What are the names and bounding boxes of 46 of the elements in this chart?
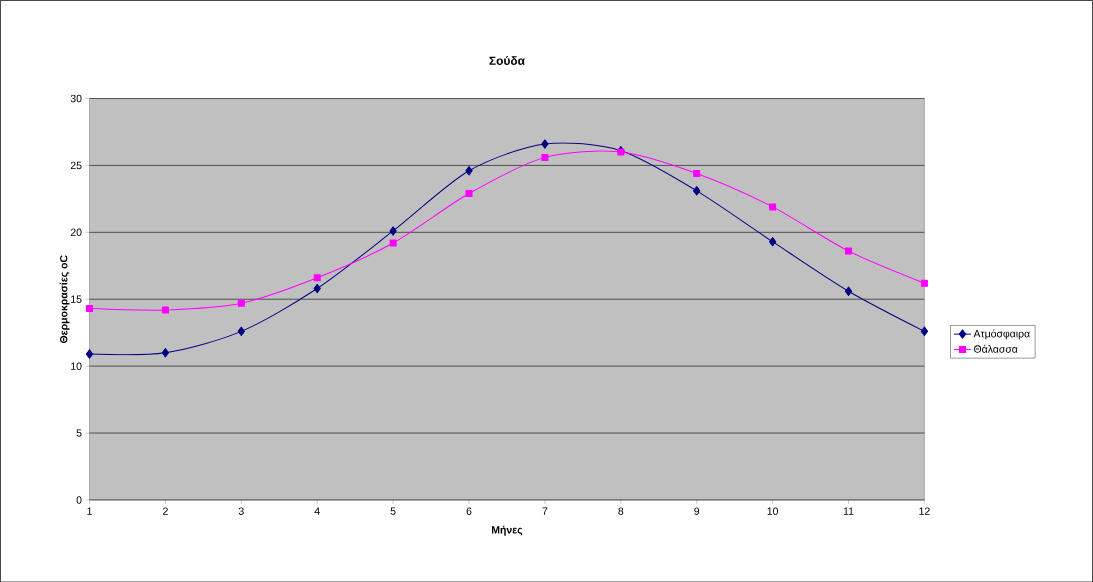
point xyxy=(541,153,549,161)
point xyxy=(85,304,93,312)
point xyxy=(769,203,777,211)
y-tick-label: 15 xyxy=(71,295,82,303)
point xyxy=(845,247,853,255)
x-tick-label: 10 xyxy=(767,507,779,515)
point xyxy=(313,283,321,294)
point xyxy=(693,185,701,196)
point xyxy=(465,189,473,197)
point xyxy=(389,226,397,236)
x-tick-label: 2 xyxy=(163,507,168,515)
point xyxy=(920,326,929,336)
y-tick-label: 5 xyxy=(76,429,82,437)
y-axis-title: Θερμοκρασίες oC xyxy=(59,255,70,343)
x-tick-label: 4 xyxy=(314,507,320,515)
point xyxy=(85,349,94,359)
point xyxy=(237,299,245,307)
x-tick-label: 6 xyxy=(466,507,472,515)
chart-title: Σούδα xyxy=(489,55,525,65)
y-tick-label: 25 xyxy=(70,161,82,169)
x-tick-label: 5 xyxy=(390,507,396,515)
x-axis-title: Μήνες xyxy=(491,525,523,536)
x-tick-label: 7 xyxy=(542,507,548,515)
point xyxy=(237,326,245,336)
x-tick-label: 9 xyxy=(694,507,700,515)
point xyxy=(161,306,169,314)
x-tick-label: 11 xyxy=(843,507,854,515)
point xyxy=(465,165,473,176)
point xyxy=(920,279,928,287)
point xyxy=(768,236,777,247)
legend-label: Ατμόσφαιρα xyxy=(973,329,1030,340)
legend-label: Θάλασσα xyxy=(974,344,1018,353)
y-tick-label: 10 xyxy=(71,362,82,370)
x-tick-label: 3 xyxy=(238,507,244,515)
x-tick-label: 8 xyxy=(618,507,624,515)
x-tick-label: 12 xyxy=(919,507,930,515)
point xyxy=(161,347,170,358)
y-tick-label: 30 xyxy=(70,94,82,102)
y-tick-label: 0 xyxy=(76,496,82,504)
y-tick-label: 20 xyxy=(70,228,82,236)
point xyxy=(313,274,321,282)
point xyxy=(541,139,549,149)
point xyxy=(844,286,853,296)
x-tick-label: 1 xyxy=(87,507,92,515)
point xyxy=(693,169,701,177)
point xyxy=(389,239,397,247)
